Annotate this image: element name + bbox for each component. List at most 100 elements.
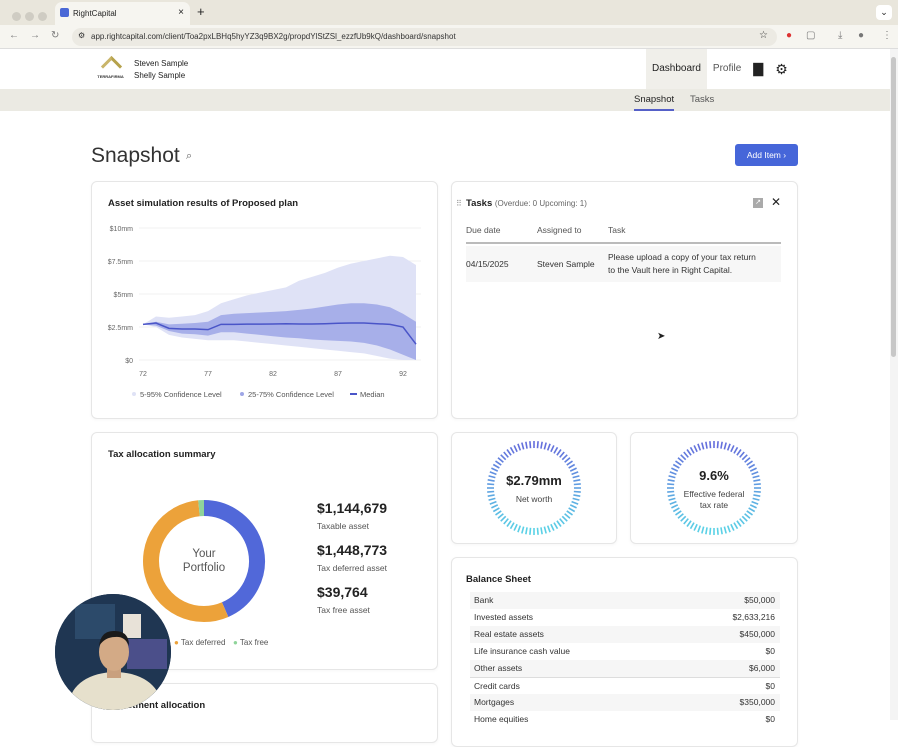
ring-tick [557, 449, 561, 455]
taxable-label: Taxable asset [317, 521, 369, 531]
new-tab-button[interactable]: + [197, 4, 205, 19]
ring-tick [518, 444, 520, 451]
ring-tick [702, 527, 704, 534]
ring-tick [487, 491, 494, 492]
tab-tasks[interactable]: Tasks [690, 94, 714, 105]
ring-tick [495, 511, 501, 515]
url-input[interactable]: ⚙app.rightcapital.com/client/Toa2pxLBHq5… [72, 28, 777, 46]
nav-dashboard[interactable]: Dashboard [646, 49, 707, 89]
ring-tick [569, 508, 575, 512]
ring-tick [507, 521, 511, 527]
center-line-2: Portfolio [164, 561, 244, 575]
balance-sheet-title: Balance Sheet [466, 574, 531, 585]
menu-kebab-icon[interactable]: ⋮ [882, 30, 892, 41]
expand-icon[interactable]: ↗ [753, 198, 763, 208]
net-worth-ring [486, 440, 582, 536]
ring-tick [511, 447, 515, 453]
page-title: Snapshot [91, 144, 180, 168]
ring-tick [511, 523, 515, 529]
ring-tick [687, 449, 691, 455]
folder-icon[interactable]: ▇ [747, 49, 769, 89]
y-tick-label: $7.5mm [108, 259, 133, 266]
y-tick-label: $0 [125, 358, 133, 365]
ring-tick [745, 514, 750, 518]
extensions-puzzle-icon[interactable]: ▢ [806, 30, 815, 41]
gear-icon[interactable]: ⚙ [769, 49, 794, 89]
ring-tick [548, 526, 550, 533]
balance-value: $350,000 [740, 697, 775, 707]
ring-tick [754, 484, 761, 485]
legend-tax-deferred: ● Tax deferred [174, 638, 225, 647]
balance-row[interactable]: Credit cards$0 [470, 677, 780, 694]
col-task[interactable]: Task [608, 225, 625, 235]
legend-dot: ● [174, 638, 179, 647]
y-tick-label: $10mm [110, 226, 134, 233]
site-info-icon[interactable]: ⚙ [78, 31, 85, 40]
ring-tick [548, 444, 550, 451]
ring-tick [504, 452, 508, 457]
tasks-card [451, 181, 798, 419]
balance-row[interactable]: Real estate assets$450,000 [470, 626, 780, 643]
profile-avatar-icon[interactable]: ● [858, 30, 864, 41]
balance-row[interactable]: Other assets$6,000 [470, 660, 780, 677]
tax-free-label: Tax free asset [317, 605, 370, 615]
ring-tick [737, 521, 741, 527]
ring-tick [530, 528, 531, 535]
net-worth-label: Net worth [451, 494, 617, 504]
back-icon[interactable]: ← [9, 30, 19, 41]
ring-tick [504, 519, 508, 524]
reload-icon[interactable]: ↻ [51, 30, 59, 41]
col-assigned-to[interactable]: Assigned to [537, 225, 581, 235]
ring-tick [537, 441, 538, 448]
scrollbar[interactable] [890, 49, 898, 720]
ring-tick [681, 455, 686, 460]
col-due-date[interactable]: Due date [466, 225, 501, 235]
ring-tick [565, 514, 570, 518]
x-tick-label: 82 [269, 371, 277, 378]
nav-profile[interactable]: Profile [707, 49, 747, 89]
ring-tick [493, 508, 499, 512]
add-item-button[interactable]: Add Item › [735, 144, 798, 166]
ring-tick [691, 447, 695, 453]
ring-tick [526, 527, 527, 534]
close-tab-icon[interactable]: × [178, 7, 184, 18]
balance-row[interactable]: Mortgages$350,000 [470, 694, 780, 711]
ring-tick [565, 458, 570, 462]
drag-handle-icon[interactable]: ⠿ [456, 199, 462, 208]
ring-tick [567, 461, 573, 465]
forward-icon[interactable]: → [30, 30, 40, 41]
window-controls[interactable] [12, 8, 51, 26]
x-tick-label: 72 [139, 371, 147, 378]
search-snapshot-icon[interactable]: ⌕ [186, 150, 192, 163]
ring-tick [698, 526, 700, 533]
legend-label: Tax deferred [181, 638, 225, 647]
ring-tick [514, 524, 517, 530]
ring-tick [706, 527, 707, 534]
balance-row[interactable]: Bank$50,000 [470, 592, 780, 609]
ring-tick [562, 516, 567, 521]
tax-deferred-amount: $1,448,773 [317, 542, 387, 558]
legend-label: 25-75% Confidence Level [248, 390, 334, 399]
balance-label: Home equities [474, 714, 528, 724]
webcam-overlay[interactable] [55, 594, 171, 710]
tax-rate-label-1: Effective federal [630, 489, 798, 500]
browser-tab[interactable]: RightCapital× [55, 2, 190, 25]
ring-tick [522, 527, 524, 534]
bookmark-star-icon[interactable]: ☆ [759, 30, 768, 41]
legend-marker [240, 392, 244, 396]
ring-tick [514, 445, 517, 451]
tab-search-button[interactable]: ⌄ [876, 5, 892, 20]
ring-tick [537, 528, 538, 535]
balance-row[interactable]: Life insurance cash value$0 [470, 643, 780, 660]
ring-tick [734, 523, 738, 529]
balance-row[interactable]: Invested assets$2,633,216 [470, 609, 780, 626]
close-icon[interactable]: ✕ [771, 195, 781, 209]
ring-tick [684, 519, 688, 524]
download-icon[interactable]: ⤓ [838, 30, 842, 41]
extension-icon[interactable]: ● [786, 30, 792, 41]
legend-label: Median [360, 390, 385, 399]
tab-snapshot[interactable]: Snapshot [634, 94, 674, 111]
